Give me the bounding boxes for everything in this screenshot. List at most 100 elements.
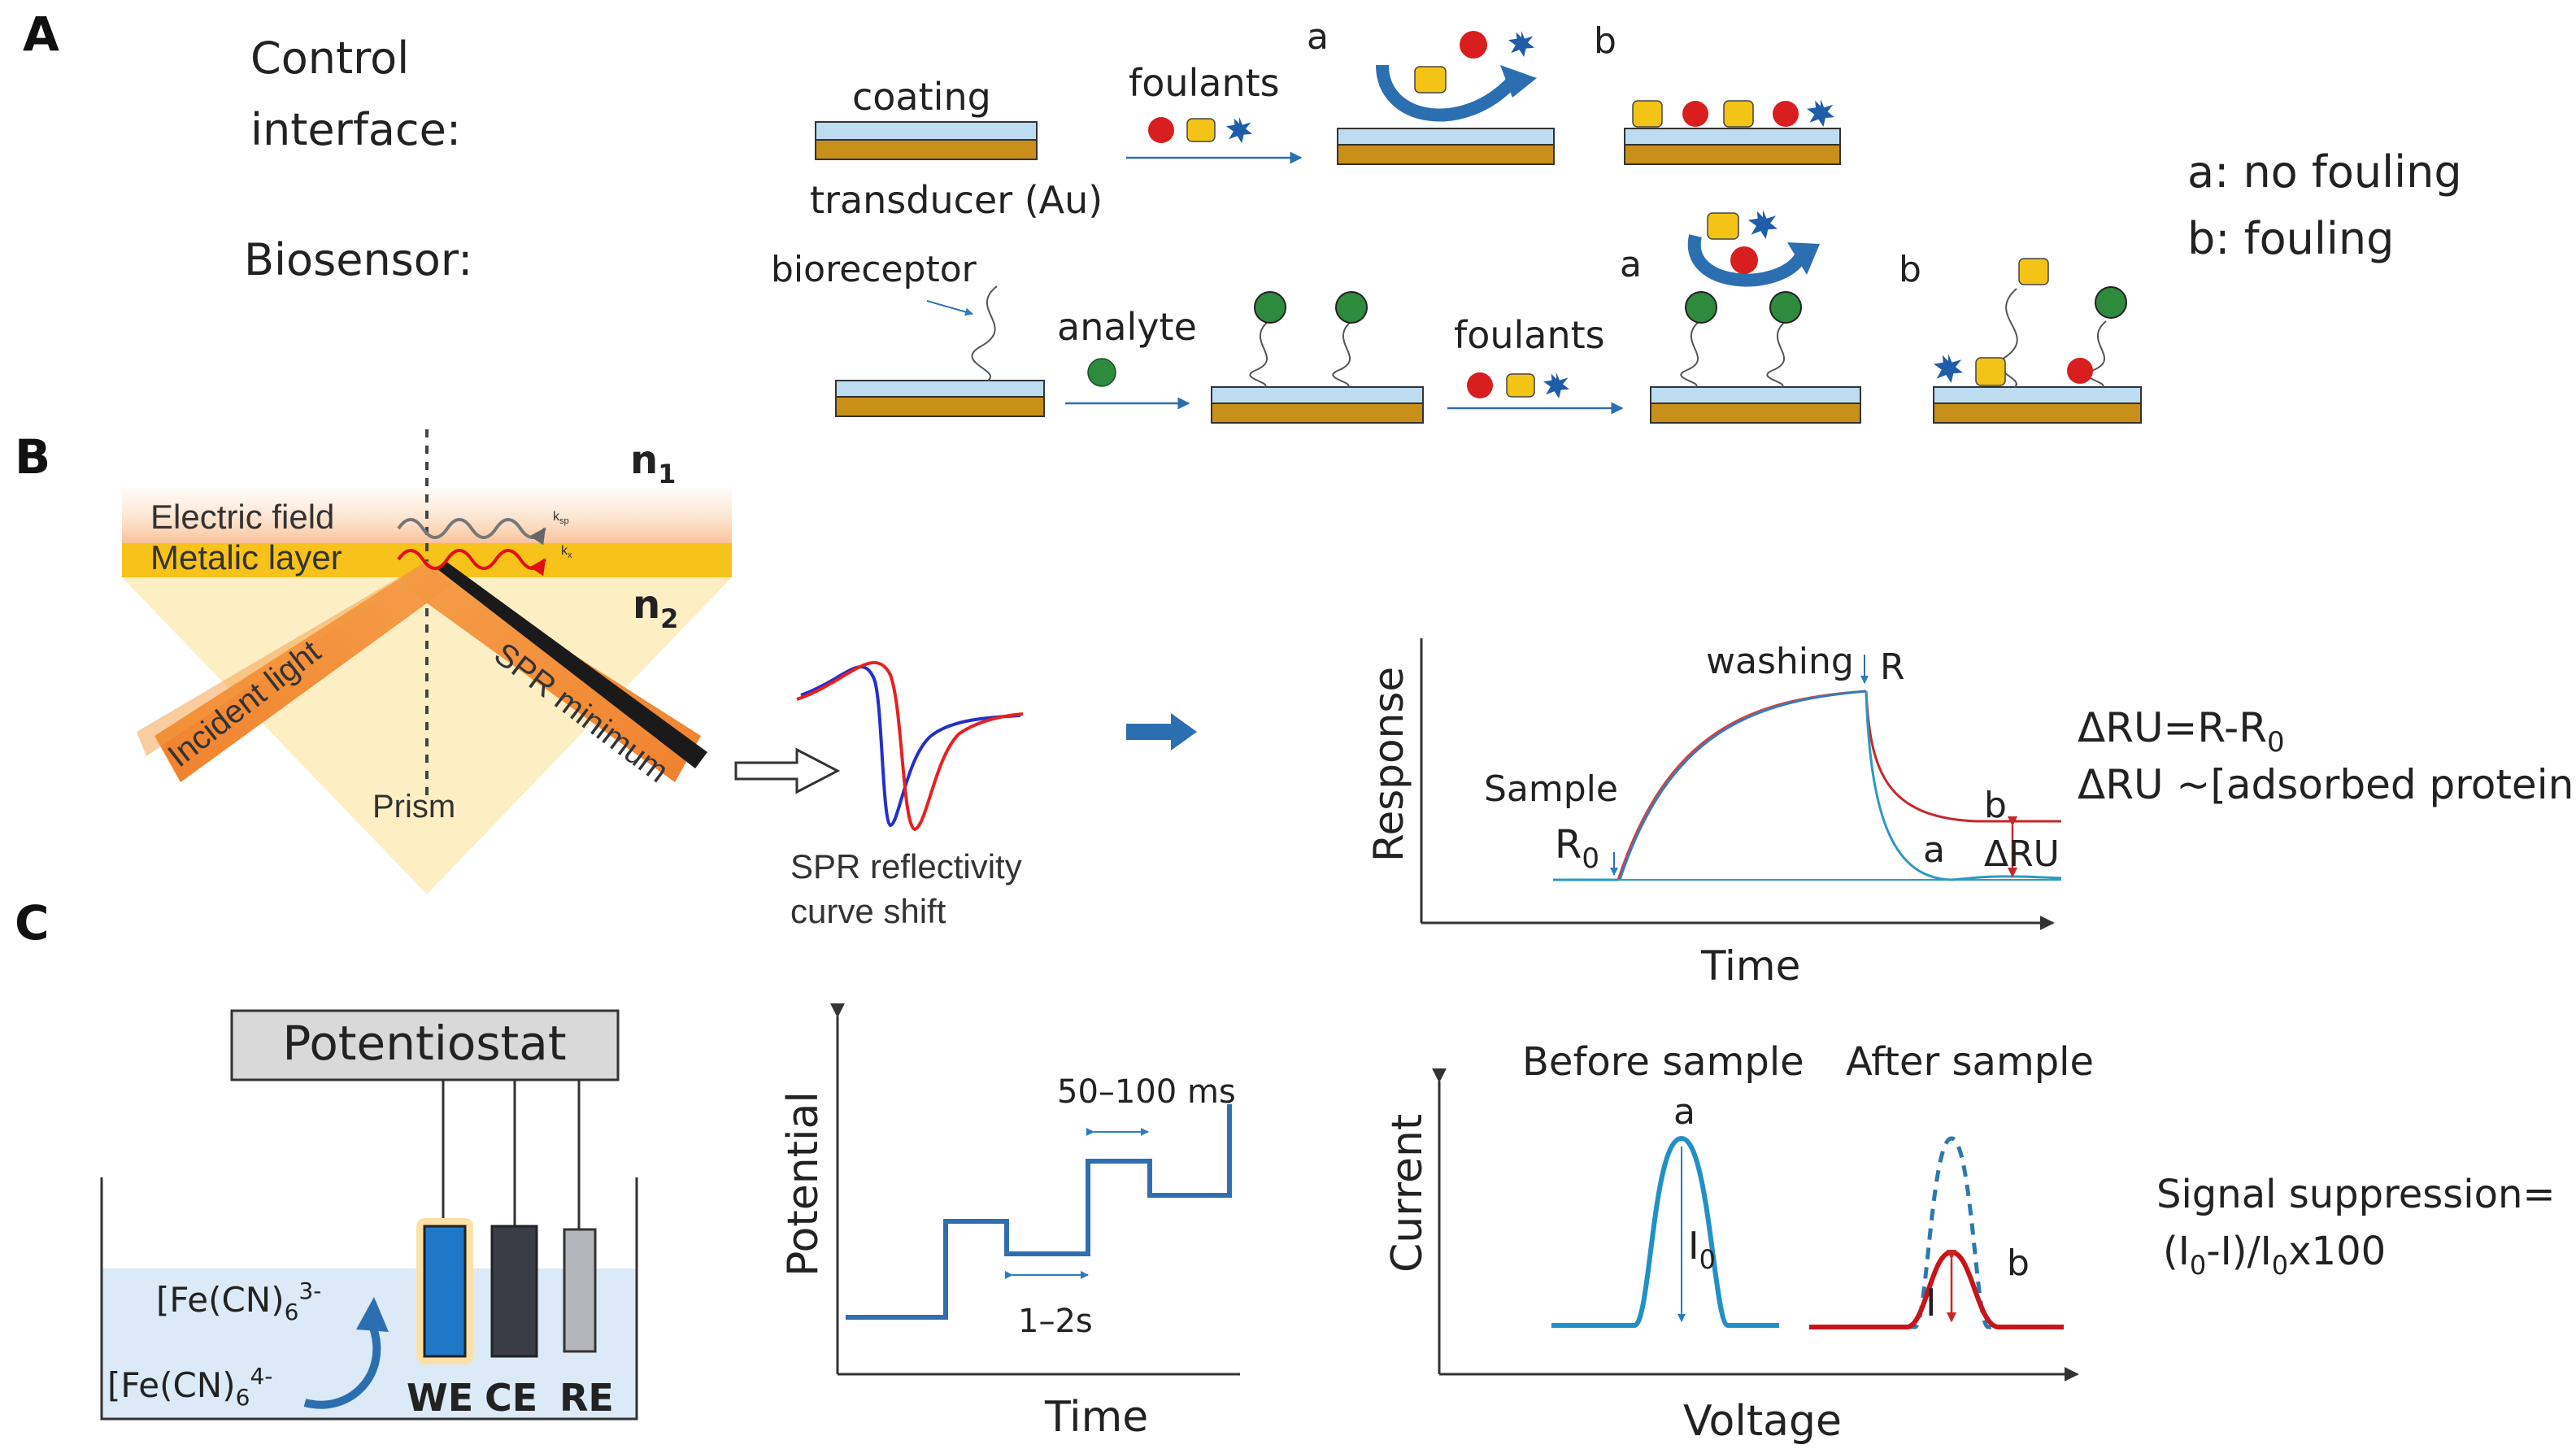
analyte-molecule [1769, 291, 1802, 324]
potentiostat-label: Potentiostat [282, 1016, 566, 1071]
bioreceptor-strand [2086, 320, 2107, 388]
n2-label: n2 [633, 582, 678, 634]
control-gold-layer [815, 139, 1038, 160]
i-label: I [1925, 1281, 1937, 1325]
dissociation-curve-b [1865, 690, 2061, 823]
panel-label-a: A [23, 7, 59, 62]
bioreceptor-label: bioreceptor [771, 249, 977, 290]
electric-field-label: Electric field [150, 498, 334, 536]
counter-electrode [490, 1225, 538, 1358]
sensorgram-x-label: Time [1700, 942, 1800, 990]
analyte-molecule [1087, 358, 1116, 387]
redox-arrow [303, 1324, 381, 1409]
control-b-gold [1624, 144, 1841, 165]
control-interface-label-line1: Control [250, 33, 409, 84]
kx-label: kx [561, 544, 572, 560]
foulant-red [2067, 358, 2093, 384]
biosensor-a-gold [1650, 402, 1861, 424]
electrolyte-solution [102, 1268, 637, 1419]
control-a-coating [1337, 128, 1555, 146]
sensorgram-y-label: Response [1365, 667, 1412, 862]
block-arrow [1126, 713, 1197, 751]
coating-label: coating [852, 75, 991, 119]
foulants-label-bottom: foulants [1454, 313, 1605, 357]
waveform-x-label: Time [1044, 1393, 1148, 1442]
association-curve [1618, 690, 1867, 881]
before-sample-label: Before sample [1522, 1039, 1804, 1085]
dissociation-curve-a [1865, 690, 2062, 881]
bound-gold [1211, 402, 1424, 424]
after-sample-label: After sample [1846, 1039, 2094, 1085]
peak-b-label: b [2007, 1242, 2030, 1284]
foulant-yellow [1707, 212, 1739, 240]
control-coating-layer [815, 121, 1038, 141]
biosensor-b-coating [1933, 386, 2142, 404]
pulse-waveform [846, 1104, 1232, 1320]
foulant-yellow [1414, 66, 1447, 94]
biosensor-label: Biosensor: [244, 234, 472, 285]
foulant-yellow [1975, 357, 2006, 386]
control-a-gold [1337, 144, 1555, 165]
suppression-formula: (I0-I)/I0x100 [2163, 1229, 2386, 1281]
delta-ru-formula: ΔRU=R-R0 [2078, 704, 2285, 759]
foulant-star-icon [1508, 31, 1534, 57]
step-time-label: 1–2s [1018, 1303, 1093, 1340]
bioreceptor-strand [1766, 320, 1786, 388]
foulant-star-icon [1226, 117, 1252, 143]
we-label: WE [407, 1376, 473, 1420]
waveform-chart: Potential Time 50–100 ms 1–2s [779, 1003, 1240, 1442]
incident-beam-glow [137, 561, 427, 756]
panel-label-b: B [15, 429, 50, 485]
foulant-yellow [1506, 373, 1535, 398]
analyte-molecule [1254, 291, 1286, 324]
foulant-yellow [1723, 100, 1754, 128]
spr-curve-after [796, 661, 1024, 832]
foulant-red [1682, 101, 1708, 127]
pulse-width-label: 50–100 ms [1057, 1073, 1236, 1111]
foulant-star-icon [1748, 210, 1778, 239]
repel-arrow-head [1787, 242, 1820, 275]
ferricyanide-label: [Fe(CN)63- [156, 1277, 321, 1325]
spr-caption-line1: SPR reflectivity [790, 847, 1022, 886]
analyte-label: analyte [1057, 305, 1197, 349]
potentiostat-box [230, 1009, 620, 1081]
transducer-label: transducer (Au) [810, 178, 1103, 222]
peak-after-reference [1809, 1136, 2064, 1329]
bioreceptor-strand [1997, 288, 2018, 388]
legend-fouling: b: fouling [2187, 213, 2394, 264]
electric-field-wave [397, 518, 546, 546]
peak-before [1551, 1135, 1779, 1328]
control-interface-label-line2: interface: [250, 104, 461, 155]
foulant-red [1773, 101, 1799, 127]
reference-electrode [563, 1228, 597, 1353]
redox-arrow-head [356, 1297, 389, 1332]
legend-no-fouling: a: no fouling [2187, 146, 2462, 198]
foulant-yellow [1632, 100, 1663, 128]
foulant-yellow [2018, 258, 2049, 285]
analyte-molecule [2095, 286, 2127, 319]
foulant-red [1467, 372, 1493, 398]
spr-minimum-band [437, 561, 707, 768]
i0-label: I0 [1688, 1224, 1716, 1275]
bioreceptor-pointer [926, 300, 973, 316]
delta-ru-label: ΔRU [1984, 833, 2060, 875]
biosensor-b-gold [1933, 402, 2142, 424]
spr-curve-before [800, 665, 1021, 828]
beaker [100, 1177, 638, 1421]
bioreceptor-strand [1249, 320, 1269, 388]
biosensor-b-label: b [1899, 249, 1921, 290]
bioreceptor-strand [971, 285, 998, 381]
r0-label: R0 [1555, 822, 1599, 875]
foulant-star-icon [1543, 372, 1569, 398]
reflected-beam [402, 561, 701, 782]
control-a-label: a [1307, 16, 1329, 58]
bioreceptor-strand [1680, 320, 1700, 388]
delta-ru-relation: ΔRU ~[adsorbed protein] [2078, 761, 2576, 808]
r-label: R [1880, 646, 1905, 688]
voltammogram-x-label: Voltage [1683, 1397, 1842, 1446]
panel-label-c: C [15, 895, 50, 951]
analyte-molecule [1335, 291, 1368, 324]
metalic-layer-label: Metalic layer [150, 538, 342, 577]
incident-beam [154, 561, 451, 782]
foulant-red [1148, 117, 1174, 143]
